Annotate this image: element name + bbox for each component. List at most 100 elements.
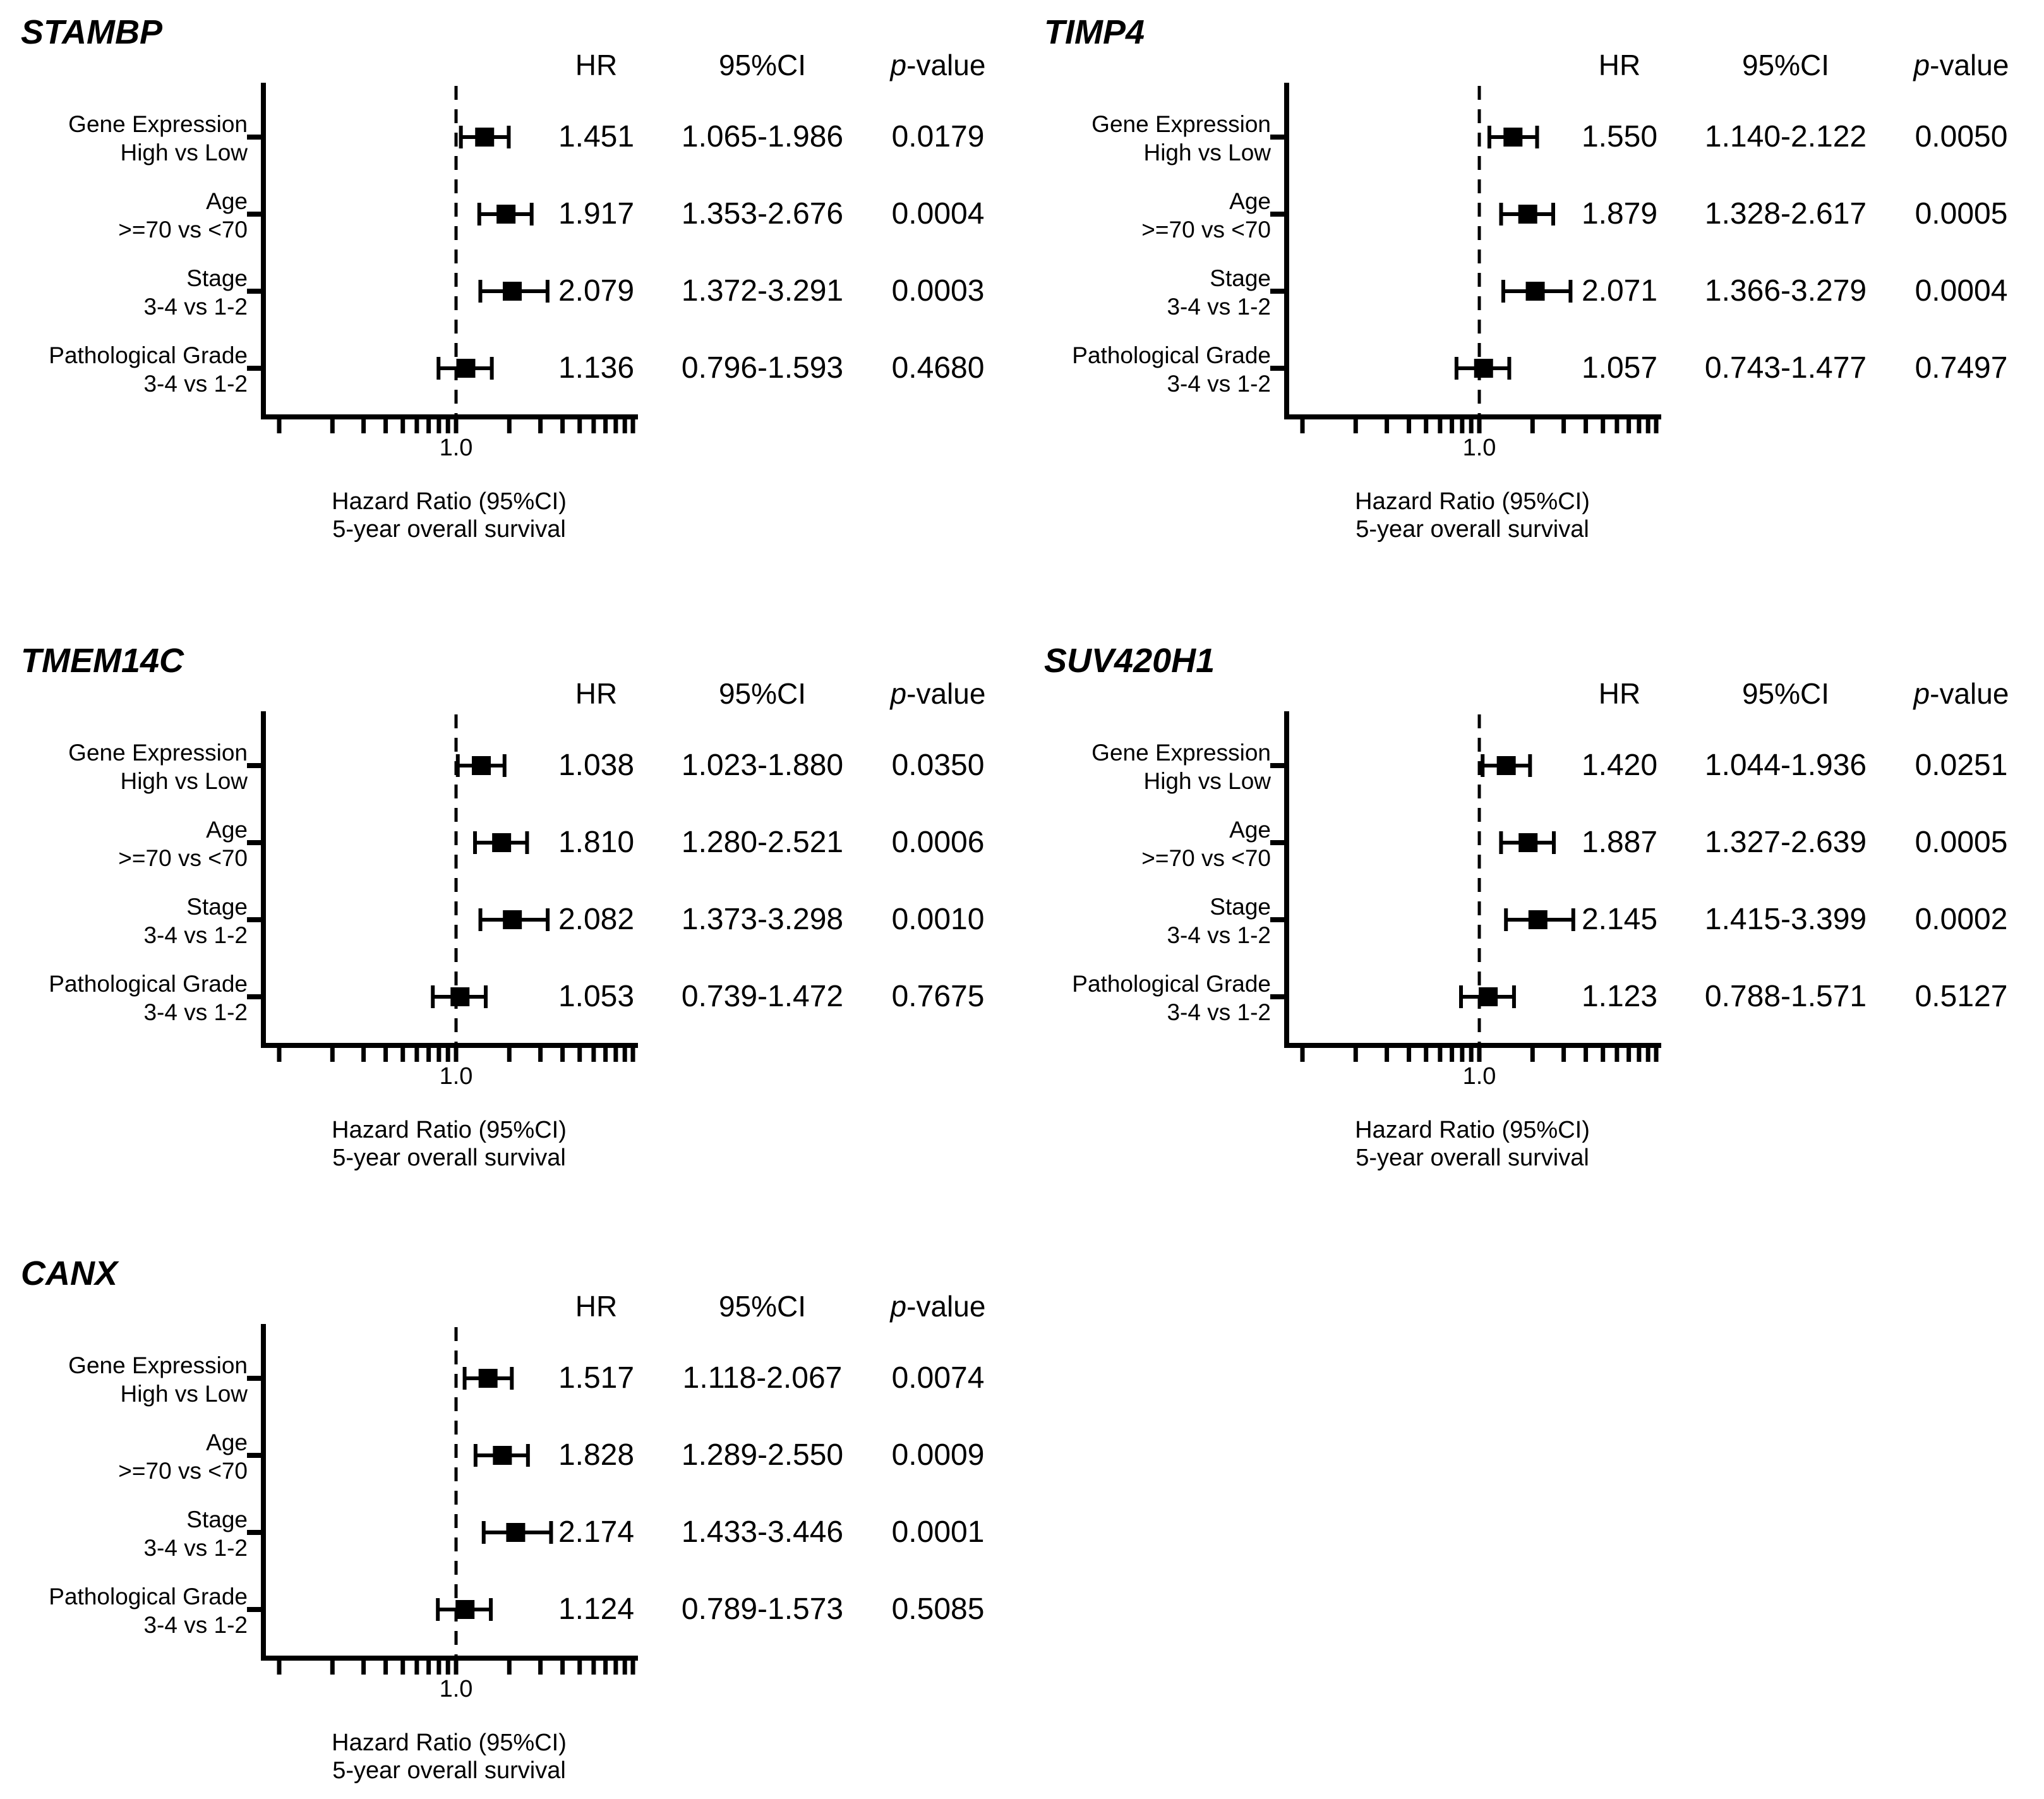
x-axis-reference-label: 1.0 bbox=[1462, 435, 1496, 461]
forest-row-label-line2: 3-4 vs 1-2 bbox=[1167, 999, 1271, 1025]
column-header-hr: HR bbox=[1598, 49, 1641, 81]
pvalue-italic-p: p bbox=[1913, 49, 1930, 81]
forest-row-label: Gene Expression High vs Low bbox=[0, 738, 248, 795]
hr-marker bbox=[1518, 205, 1537, 224]
ci-value: 1.289-2.550 bbox=[681, 1438, 844, 1472]
hr-marker bbox=[472, 756, 491, 775]
ci-value: 1.353-2.676 bbox=[681, 197, 844, 231]
column-header-pvalue: p-value bbox=[850, 677, 1026, 711]
hr-value: 1.420 bbox=[1581, 749, 1658, 782]
ci-value: 1.415-3.399 bbox=[1704, 903, 1867, 936]
pvalue-italic-p: p bbox=[1913, 677, 1930, 710]
forest-row-label-line2: >=70 vs <70 bbox=[1141, 845, 1271, 871]
hr-marker bbox=[492, 833, 512, 852]
column-header-hr: HR bbox=[575, 49, 618, 81]
ci-value: 1.366-3.279 bbox=[1704, 274, 1867, 308]
forest-row-label: Stage 3-4 vs 1-2 bbox=[0, 1505, 248, 1562]
p-value-cell: 0.0350 bbox=[891, 749, 985, 782]
x-axis-caption-line1: Hazard Ratio (95%CI) bbox=[332, 1117, 567, 1143]
hr-marker bbox=[1496, 756, 1516, 775]
x-axis-caption-line2: 5-year overall survival bbox=[332, 1145, 566, 1171]
p-value-cell: 0.5085 bbox=[891, 1592, 985, 1626]
forest-row-label: Stage 3-4 vs 1-2 bbox=[1023, 264, 1271, 321]
gene-panel: SUV420H1 HR 95%CI p-value 1.0 Hazard Rat… bbox=[1023, 629, 2044, 1219]
hr-marker bbox=[496, 205, 516, 224]
column-header-hr: HR bbox=[575, 1290, 618, 1323]
forest-row-label: Age >=70 vs <70 bbox=[1023, 815, 1271, 872]
p-value-cell: 0.0050 bbox=[1915, 120, 2008, 153]
forest-row-label-line2: 3-4 vs 1-2 bbox=[143, 922, 248, 948]
gene-title: TMEM14C bbox=[21, 642, 184, 680]
x-axis-reference-label: 1.0 bbox=[439, 1676, 473, 1702]
forest-row-label-line2: High vs Low bbox=[120, 1381, 248, 1407]
hr-marker bbox=[503, 910, 522, 929]
ci-value: 1.065-1.986 bbox=[681, 120, 844, 153]
column-header-pvalue: p-value bbox=[1873, 48, 2044, 82]
forest-row-label-line1: Age bbox=[206, 188, 248, 214]
forest-row-label-line1: Age bbox=[206, 817, 248, 843]
forest-row-label-line2: 3-4 vs 1-2 bbox=[143, 371, 248, 397]
x-axis-caption-line2: 5-year overall survival bbox=[332, 516, 566, 543]
forest-row-label-line2: High vs Low bbox=[1143, 140, 1271, 165]
x-axis-reference-label: 1.0 bbox=[439, 1063, 473, 1090]
ci-value: 1.044-1.936 bbox=[1704, 749, 1867, 782]
forest-row-label-line2: >=70 vs <70 bbox=[1141, 217, 1271, 243]
forest-row-label-line2: >=70 vs <70 bbox=[118, 845, 248, 871]
column-header-ci: 95%CI bbox=[718, 677, 807, 710]
hr-value: 2.071 bbox=[1581, 274, 1658, 308]
forest-row-label: Pathological Grade 3-4 vs 1-2 bbox=[0, 341, 248, 398]
x-axis-caption-line1: Hazard Ratio (95%CI) bbox=[1355, 488, 1590, 515]
gene-title: TIMP4 bbox=[1044, 13, 1145, 51]
x-axis-caption: Hazard Ratio (95%CI) 5-year overall surv… bbox=[241, 488, 658, 543]
forest-row-label-line1: Pathological Grade bbox=[49, 342, 248, 368]
x-axis-caption-line2: 5-year overall survival bbox=[1356, 516, 1589, 543]
forest-plot bbox=[1270, 83, 1661, 433]
pvalue-rest: -value bbox=[1930, 49, 2009, 81]
hr-marker bbox=[1518, 833, 1538, 852]
hr-value: 1.123 bbox=[1581, 980, 1658, 1013]
forest-row-label-line1: Gene Expression bbox=[68, 1352, 248, 1378]
p-value-cell: 0.0010 bbox=[891, 903, 985, 936]
hr-value: 1.451 bbox=[558, 120, 635, 153]
forest-row-label: Age >=70 vs <70 bbox=[0, 1428, 248, 1485]
forest-row-label-line1: Gene Expression bbox=[68, 111, 248, 137]
hr-value: 2.174 bbox=[558, 1515, 635, 1549]
hr-value: 2.082 bbox=[558, 903, 635, 936]
forest-row-label: Pathological Grade 3-4 vs 1-2 bbox=[0, 1582, 248, 1639]
p-value-cell: 0.0009 bbox=[891, 1438, 985, 1472]
hr-value: 1.550 bbox=[1581, 120, 1658, 153]
pvalue-rest: -value bbox=[906, 49, 986, 81]
forest-row-label: Pathological Grade 3-4 vs 1-2 bbox=[1023, 970, 1271, 1026]
gene-panel: TIMP4 HR 95%CI p-value 1.0 Hazard Ratio … bbox=[1023, 0, 2044, 591]
forest-plot bbox=[247, 711, 638, 1062]
column-header-ci: 95%CI bbox=[1741, 677, 1830, 710]
x-axis-reference-label: 1.0 bbox=[1462, 1063, 1496, 1090]
pvalue-italic-p: p bbox=[890, 49, 907, 81]
forest-row-label-line1: Gene Expression bbox=[1091, 740, 1271, 766]
hr-marker bbox=[502, 282, 522, 301]
p-value-cell: 0.0005 bbox=[1915, 826, 2008, 859]
hr-value: 1.038 bbox=[558, 749, 635, 782]
forest-row-label-line1: Stage bbox=[1210, 265, 1271, 291]
hr-marker bbox=[456, 359, 476, 378]
x-axis-caption: Hazard Ratio (95%CI) 5-year overall surv… bbox=[241, 1116, 658, 1172]
ci-value: 0.789-1.573 bbox=[681, 1592, 844, 1626]
forest-row-label-line1: Age bbox=[1229, 188, 1271, 214]
ci-value: 1.280-2.521 bbox=[681, 826, 844, 859]
forest-row-label: Gene Expression High vs Low bbox=[1023, 738, 1271, 795]
hr-marker bbox=[493, 1446, 512, 1465]
forest-row-label-line1: Gene Expression bbox=[68, 740, 248, 766]
hr-marker bbox=[1479, 987, 1498, 1006]
column-header-hr: HR bbox=[575, 677, 618, 710]
ci-value: 1.023-1.880 bbox=[681, 749, 844, 782]
p-value-cell: 0.0003 bbox=[891, 274, 985, 308]
forest-row-label-line1: Stage bbox=[186, 1507, 248, 1532]
ci-value: 0.796-1.593 bbox=[681, 351, 844, 385]
forest-row-label: Pathological Grade 3-4 vs 1-2 bbox=[1023, 341, 1271, 398]
column-header-ci: 95%CI bbox=[718, 1290, 807, 1323]
forest-row-label-line1: Pathological Grade bbox=[49, 1584, 248, 1609]
column-header-pvalue: p-value bbox=[1873, 677, 2044, 711]
p-value-cell: 0.7675 bbox=[891, 980, 985, 1013]
forest-row-label-line2: High vs Low bbox=[1143, 768, 1271, 794]
forest-row-label-line1: Pathological Grade bbox=[49, 971, 248, 997]
